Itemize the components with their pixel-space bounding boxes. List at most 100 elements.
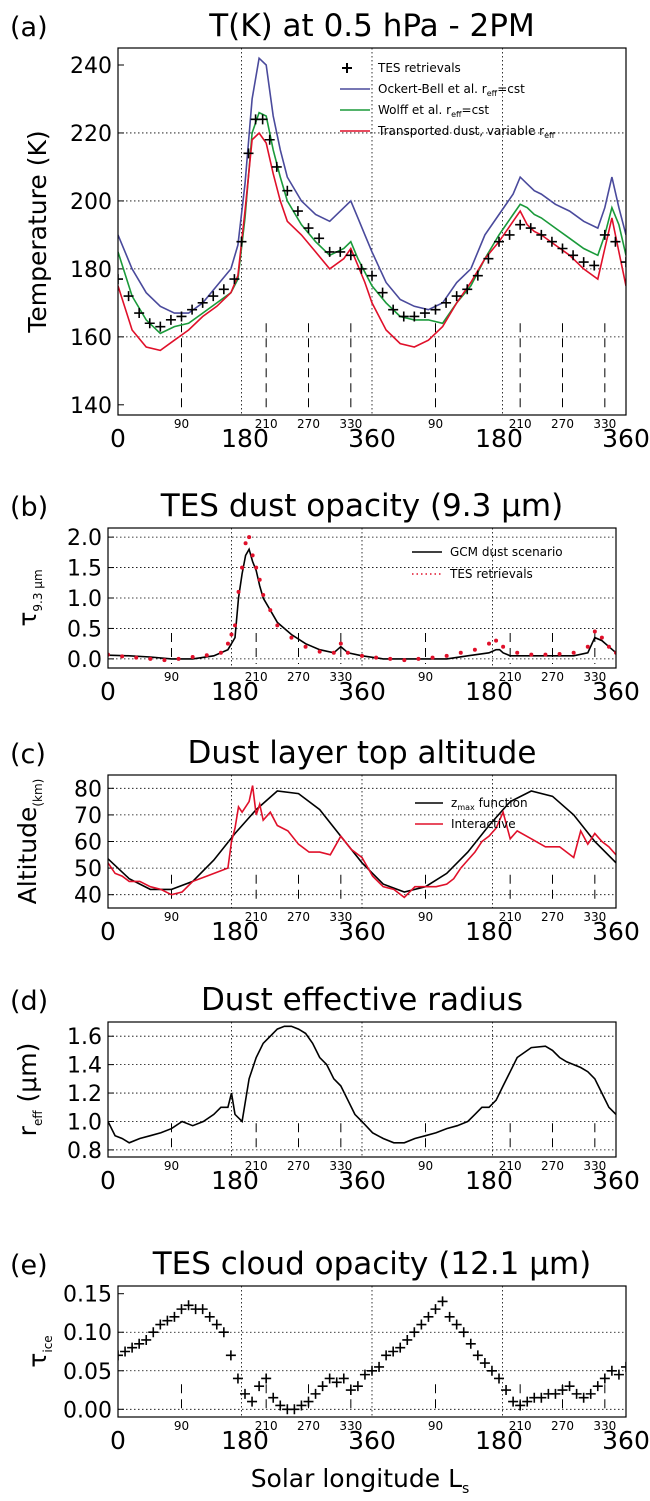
legend-label-rest: function [475, 796, 528, 810]
data-point-plus [204, 1311, 215, 1322]
series-group [108, 785, 616, 899]
data-point-plus [123, 291, 134, 302]
x-tick-label: 360 [592, 1166, 640, 1195]
data-point-plus [176, 1304, 187, 1315]
data-point-plus [240, 1388, 250, 1399]
data-point-plus [176, 311, 187, 322]
data-point-dot [254, 565, 259, 570]
data-point-plus [257, 114, 268, 125]
x-minor-tick-label: 210 [245, 910, 268, 924]
data-point-plus [367, 1365, 377, 1376]
x-tick-label: 360 [348, 424, 396, 453]
data-point-plus [465, 1338, 476, 1349]
data-point-plus [423, 1311, 434, 1322]
data-point-plus [374, 1361, 385, 1372]
data-point-plus [515, 1400, 526, 1411]
data-point-plus [335, 246, 346, 257]
data-point-plus [486, 1365, 497, 1376]
x-minor-tick-label: 330 [329, 1159, 352, 1173]
legend-label: TES retrievals [377, 61, 461, 75]
data-point-plus [169, 1311, 180, 1322]
y-axis-label: Temperature (K) [23, 130, 52, 333]
data-point-plus [127, 1342, 138, 1353]
y-tick-label: 240 [70, 54, 112, 79]
y-axis-label: Altitude(km) [13, 779, 45, 905]
y-tick-label: 1.2 [67, 1082, 102, 1107]
data-point-dot [218, 650, 223, 655]
data-point-dot [444, 653, 449, 658]
panel-label: (a) [10, 12, 48, 43]
y-tick-label: 1.5 [67, 557, 102, 582]
legend-label-main: TES retrievals [377, 61, 461, 75]
data-point-plus [557, 243, 568, 254]
data-point-plus [359, 1369, 370, 1380]
data-point-plus [409, 1327, 420, 1338]
data-point-plus [483, 253, 494, 264]
data-point-plus [578, 1392, 589, 1403]
x-minor-tick-label: 330 [329, 670, 352, 684]
x-minor-tick-label: 330 [339, 417, 362, 431]
x-minor-tick-label: 270 [297, 417, 320, 431]
y-tick-label: 1.0 [67, 587, 102, 612]
x-tick-label: 0 [110, 1426, 126, 1455]
data-point-plus [398, 311, 409, 322]
data-point-plus [589, 260, 600, 271]
data-point-plus [419, 308, 430, 319]
data-point-plus [522, 1396, 533, 1407]
data-point-plus [462, 284, 473, 295]
data-point-plus [592, 1381, 603, 1392]
data-point-dot [236, 589, 241, 594]
y-axis-label-sub: ice [41, 1335, 55, 1352]
x-minor-tick-label: 90 [164, 910, 179, 924]
data-point-plus [271, 161, 282, 172]
data-point-plus [232, 1373, 243, 1384]
y-axis-label-rest: (μm) [13, 1043, 42, 1111]
legend-label-main: TES retrievals [449, 567, 533, 581]
x-tick-label: 180 [221, 424, 269, 453]
x-minor-tick-label: 210 [509, 1419, 532, 1433]
data-point-plus [197, 297, 208, 308]
data-point-plus [525, 223, 536, 234]
y-axis-label-main: Temperature (K) [23, 130, 52, 333]
data-point-dot [515, 650, 520, 655]
y-axis-label: τice [23, 1335, 55, 1367]
x-tick-label: 180 [475, 1426, 523, 1455]
x-minor-tick-label: 210 [509, 417, 532, 431]
data-point-plus [621, 257, 626, 268]
data-point-dot [331, 650, 336, 655]
data-point-plus [585, 1388, 596, 1399]
y-tick-label: 1.4 [67, 1054, 102, 1079]
data-point-plus [165, 314, 176, 325]
y-axis-label-main: r [13, 1125, 42, 1136]
data-point-plus [472, 270, 483, 281]
data-point-plus [606, 1365, 617, 1376]
data-point-plus [134, 1338, 145, 1349]
x-minor-tick-label: 270 [287, 670, 310, 684]
data-point-plus [501, 1385, 512, 1396]
y-axis-label: τ9.3 μm [13, 569, 45, 626]
x-minor-tick-label: 270 [287, 1159, 310, 1173]
data-point-plus [211, 1319, 222, 1330]
y-tick-label: 50 [74, 857, 102, 882]
y-tick-label: 140 [70, 394, 112, 419]
x-minor-tick-label: 90 [164, 1159, 179, 1173]
data-point-plus [229, 274, 240, 285]
data-point-dot [225, 641, 230, 646]
data-point-plus [515, 219, 526, 230]
data-point-dot [529, 652, 534, 657]
x-minor-tick-label: 90 [428, 1419, 443, 1433]
data-point-plus [557, 1385, 568, 1396]
data-point-plus [324, 1373, 335, 1384]
y-tick-label: 180 [70, 258, 112, 283]
data-point-dot [592, 629, 597, 634]
data-point-plus [118, 1350, 123, 1361]
data-point-dot [148, 656, 153, 661]
y-tick-label: 200 [70, 190, 112, 215]
data-point-dot [402, 658, 407, 663]
x-minor-tick-label: 90 [418, 670, 433, 684]
data-point-dot [458, 650, 463, 655]
data-point-dot [134, 655, 139, 660]
data-point-plus [155, 1319, 166, 1330]
